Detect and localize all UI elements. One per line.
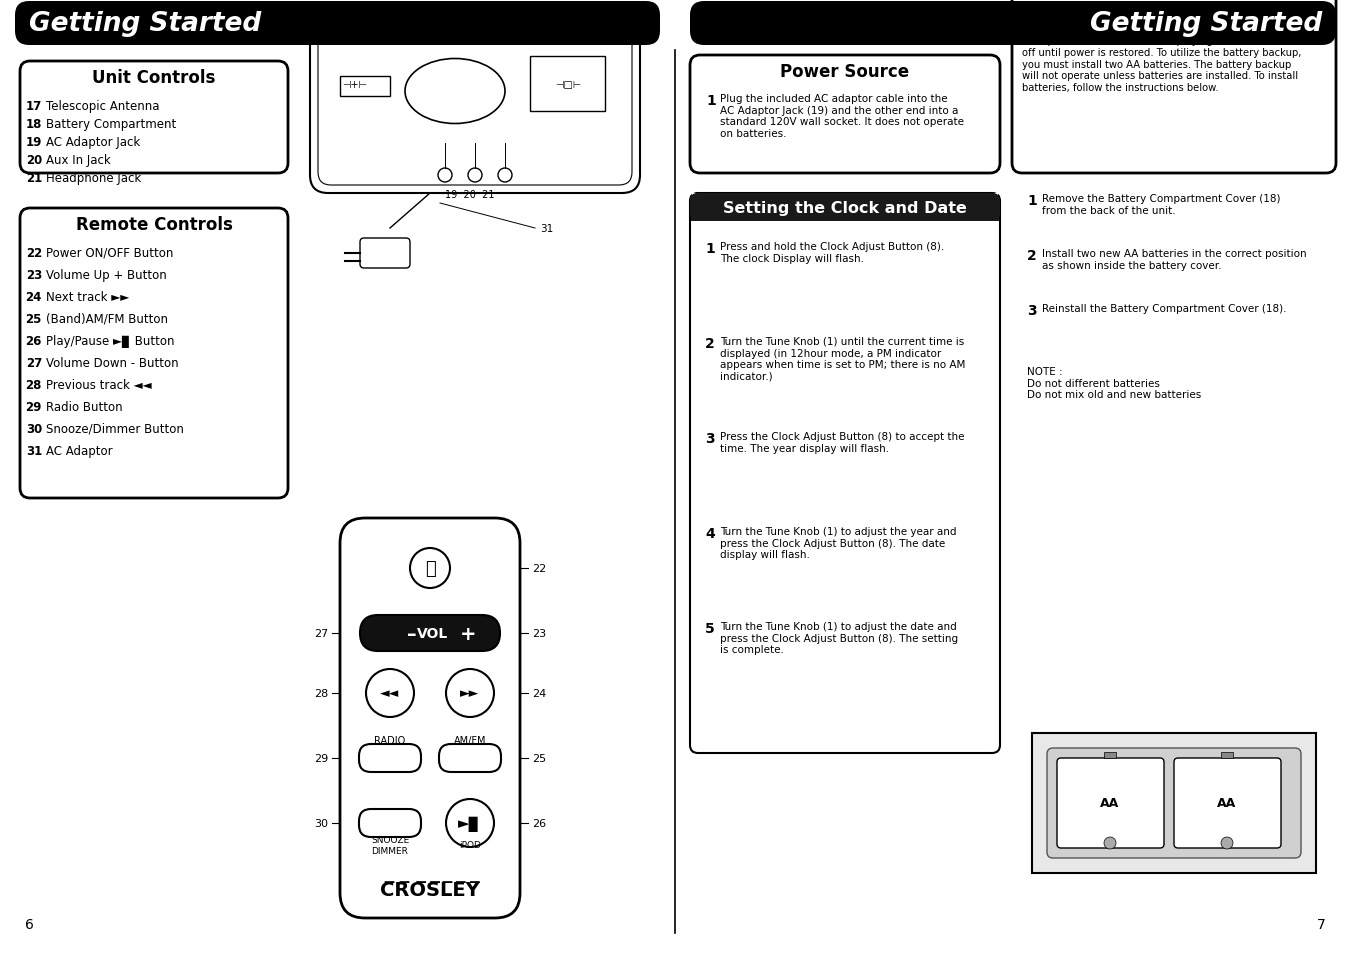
Text: 21: 21: [26, 172, 42, 185]
Text: 22: 22: [26, 247, 42, 260]
Text: 17: 17: [26, 100, 42, 112]
Text: Turn the Tune Knob (1) to adjust the year and
press the Clock Adjust Button (8).: Turn the Tune Knob (1) to adjust the yea…: [720, 526, 957, 559]
Text: Telescopic Antenna: Telescopic Antenna: [46, 100, 159, 112]
FancyBboxPatch shape: [20, 209, 288, 498]
FancyBboxPatch shape: [439, 744, 501, 772]
Text: AC Adaptor: AC Adaptor: [46, 444, 112, 457]
Text: 27: 27: [313, 628, 328, 639]
Text: 28: 28: [313, 688, 328, 699]
Circle shape: [446, 669, 494, 718]
FancyBboxPatch shape: [1047, 748, 1301, 858]
FancyBboxPatch shape: [690, 193, 1000, 222]
FancyBboxPatch shape: [690, 193, 1000, 753]
Text: Unit Controls: Unit Controls: [92, 69, 216, 87]
FancyBboxPatch shape: [1174, 759, 1281, 848]
Text: Press and hold the Clock Adjust Button (8).
The clock Display will flash.: Press and hold the Clock Adjust Button (…: [720, 242, 944, 263]
Text: 17: 17: [369, 1, 381, 11]
Text: 18: 18: [573, 1, 586, 11]
Text: 26: 26: [532, 818, 546, 828]
Text: ►▊: ►▊: [458, 816, 482, 831]
Text: Getting Started: Getting Started: [28, 11, 261, 37]
Text: VOL: VOL: [417, 626, 449, 640]
Text: Previous track ◄◄: Previous track ◄◄: [46, 378, 151, 392]
FancyBboxPatch shape: [309, 19, 640, 193]
Text: ⊣□⊢: ⊣□⊢: [555, 80, 581, 90]
Text: Headphone Jack: Headphone Jack: [46, 172, 142, 185]
Text: 25: 25: [26, 313, 42, 326]
Text: 2: 2: [705, 336, 715, 351]
Text: 3: 3: [705, 432, 715, 446]
Bar: [1032, 733, 1316, 873]
FancyBboxPatch shape: [359, 744, 422, 772]
Text: 26: 26: [26, 335, 42, 348]
Text: AM/FM: AM/FM: [454, 735, 486, 745]
Text: 2: 2: [1027, 249, 1036, 263]
Circle shape: [1221, 837, 1233, 849]
Text: ⊣+⊢: ⊣+⊢: [343, 80, 367, 90]
Text: iPOD: iPOD: [459, 841, 481, 850]
Text: NOTE :
Do not different batteries
Do not mix old and new batteries: NOTE : Do not different batteries Do not…: [1027, 367, 1201, 399]
FancyBboxPatch shape: [1056, 759, 1165, 848]
Bar: [530, 57, 605, 112]
FancyBboxPatch shape: [340, 518, 520, 918]
Text: 3: 3: [1027, 304, 1036, 317]
Text: Volume Down - Button: Volume Down - Button: [46, 356, 178, 370]
Bar: [690, 208, 998, 222]
Text: 27: 27: [26, 356, 42, 370]
Text: Press the Clock Adjust Button (8) to accept the
time. The year display will flas: Press the Clock Adjust Button (8) to acc…: [720, 432, 965, 453]
Text: RADIO: RADIO: [374, 735, 405, 745]
Text: +: +: [459, 624, 477, 643]
Text: 4: 4: [705, 526, 715, 540]
Text: 6: 6: [26, 917, 34, 931]
Text: 31: 31: [26, 444, 42, 457]
Text: 29: 29: [313, 753, 328, 763]
Text: Remove the Battery Compartment Cover (18)
from the back of the unit.: Remove the Battery Compartment Cover (18…: [1042, 193, 1281, 215]
Circle shape: [1104, 837, 1116, 849]
Text: 30: 30: [26, 422, 42, 436]
Text: Setting the Clock and Date: Setting the Clock and Date: [723, 200, 967, 215]
Text: 24: 24: [532, 688, 546, 699]
Text: 24: 24: [26, 291, 42, 304]
Text: 20: 20: [26, 153, 42, 167]
Text: 23: 23: [26, 269, 42, 282]
Text: 28: 28: [26, 378, 42, 392]
Text: ◄◄: ◄◄: [381, 687, 400, 700]
Text: AC Adaptor Jack: AC Adaptor Jack: [46, 136, 141, 149]
Text: ►►: ►►: [461, 687, 480, 700]
Circle shape: [446, 800, 494, 847]
FancyBboxPatch shape: [690, 56, 1000, 173]
Text: 1: 1: [707, 94, 716, 108]
Text: Volume Up + Button: Volume Up + Button: [46, 269, 166, 282]
Text: 19  20  21: 19 20 21: [446, 190, 494, 200]
Bar: [1104, 752, 1116, 759]
Bar: [1221, 752, 1233, 759]
Text: Remote Controls: Remote Controls: [76, 215, 232, 233]
Text: ✕: ✕: [577, 32, 584, 42]
Text: Next track ►►: Next track ►►: [46, 291, 130, 304]
Text: (Band)AM/FM Button: (Band)AM/FM Button: [46, 313, 168, 326]
Text: 1: 1: [1027, 193, 1036, 208]
Text: 23: 23: [532, 628, 546, 639]
Text: –: –: [407, 624, 417, 643]
Text: The Crosley Dock Clock uses a battery backup system
to maintain your clock and a: The Crosley Dock Clock uses a battery ba…: [1021, 0, 1301, 92]
FancyBboxPatch shape: [690, 2, 1336, 46]
Text: Battery Compartment: Battery Compartment: [46, 118, 176, 131]
Text: Power Source: Power Source: [781, 63, 909, 81]
Text: SNOOZE
DIMMER: SNOOZE DIMMER: [372, 836, 409, 855]
Circle shape: [409, 548, 450, 588]
Text: 19: 19: [26, 136, 42, 149]
FancyBboxPatch shape: [1012, 0, 1336, 173]
Text: Play/Pause ►▊ Button: Play/Pause ►▊ Button: [46, 335, 174, 348]
Text: Aux In Jack: Aux In Jack: [46, 153, 111, 167]
Text: 1: 1: [705, 242, 715, 255]
Text: Power ON/OFF Button: Power ON/OFF Button: [46, 247, 173, 260]
FancyBboxPatch shape: [359, 239, 409, 269]
Text: 7: 7: [1317, 917, 1325, 931]
Text: ✕: ✕: [372, 32, 378, 42]
Circle shape: [366, 669, 413, 718]
Text: 18: 18: [26, 118, 42, 131]
Text: 29: 29: [26, 400, 42, 414]
Text: Reinstall the Battery Compartment Cover (18).: Reinstall the Battery Compartment Cover …: [1042, 304, 1286, 314]
Text: 22: 22: [532, 563, 546, 574]
FancyBboxPatch shape: [20, 62, 288, 173]
